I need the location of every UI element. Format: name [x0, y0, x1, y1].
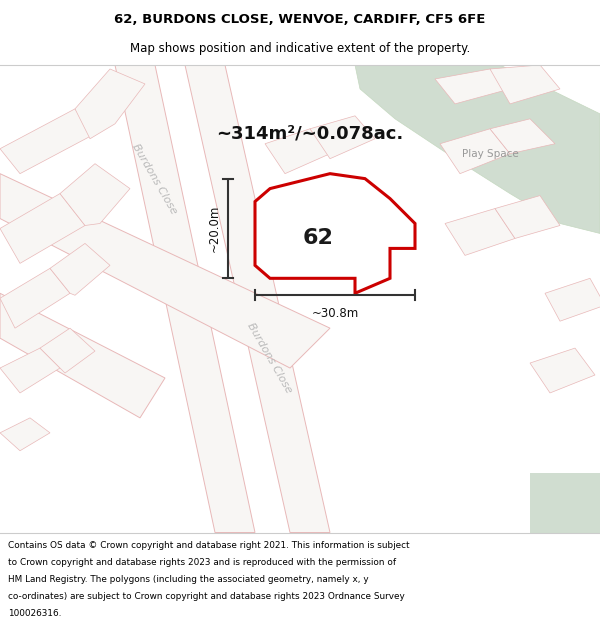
Polygon shape: [0, 348, 60, 393]
Polygon shape: [310, 116, 375, 159]
Polygon shape: [280, 199, 350, 241]
Polygon shape: [115, 65, 255, 532]
Polygon shape: [530, 348, 595, 393]
Polygon shape: [0, 418, 50, 451]
Text: Burdons Close: Burdons Close: [131, 142, 179, 216]
Polygon shape: [0, 268, 70, 328]
Text: ~20.0m: ~20.0m: [208, 205, 221, 252]
Text: Map shows position and indicative extent of the property.: Map shows position and indicative extent…: [130, 42, 470, 54]
Text: ~30.8m: ~30.8m: [311, 307, 359, 320]
Text: HM Land Registry. The polygons (including the associated geometry, namely x, y: HM Land Registry. The polygons (includin…: [8, 574, 368, 584]
Text: Burdons Close: Burdons Close: [246, 321, 294, 395]
Text: 62: 62: [302, 229, 334, 249]
Polygon shape: [50, 243, 110, 295]
Polygon shape: [530, 472, 600, 532]
Polygon shape: [490, 65, 560, 104]
Polygon shape: [490, 119, 555, 154]
Polygon shape: [185, 65, 330, 532]
Polygon shape: [40, 328, 95, 373]
Polygon shape: [0, 194, 85, 263]
Text: ~314m²/~0.078ac.: ~314m²/~0.078ac.: [217, 125, 404, 142]
Polygon shape: [0, 293, 165, 418]
Polygon shape: [495, 196, 560, 239]
Text: 100026316.: 100026316.: [8, 609, 61, 618]
Polygon shape: [255, 174, 415, 293]
Text: Play Space: Play Space: [461, 149, 518, 159]
Polygon shape: [545, 278, 600, 321]
Polygon shape: [75, 69, 145, 139]
Text: Contains OS data © Crown copyright and database right 2021. This information is : Contains OS data © Crown copyright and d…: [8, 541, 409, 550]
Text: co-ordinates) are subject to Crown copyright and database rights 2023 Ordnance S: co-ordinates) are subject to Crown copyr…: [8, 592, 404, 601]
Polygon shape: [355, 65, 600, 234]
Text: to Crown copyright and database rights 2023 and is reproduced with the permissio: to Crown copyright and database rights 2…: [8, 558, 396, 567]
Polygon shape: [440, 129, 510, 174]
Polygon shape: [60, 164, 130, 226]
Text: 62, BURDONS CLOSE, WENVOE, CARDIFF, CF5 6FE: 62, BURDONS CLOSE, WENVOE, CARDIFF, CF5 …: [115, 13, 485, 26]
Polygon shape: [0, 109, 95, 174]
Polygon shape: [435, 69, 510, 104]
Polygon shape: [445, 209, 515, 256]
Polygon shape: [0, 174, 330, 368]
Polygon shape: [265, 129, 330, 174]
